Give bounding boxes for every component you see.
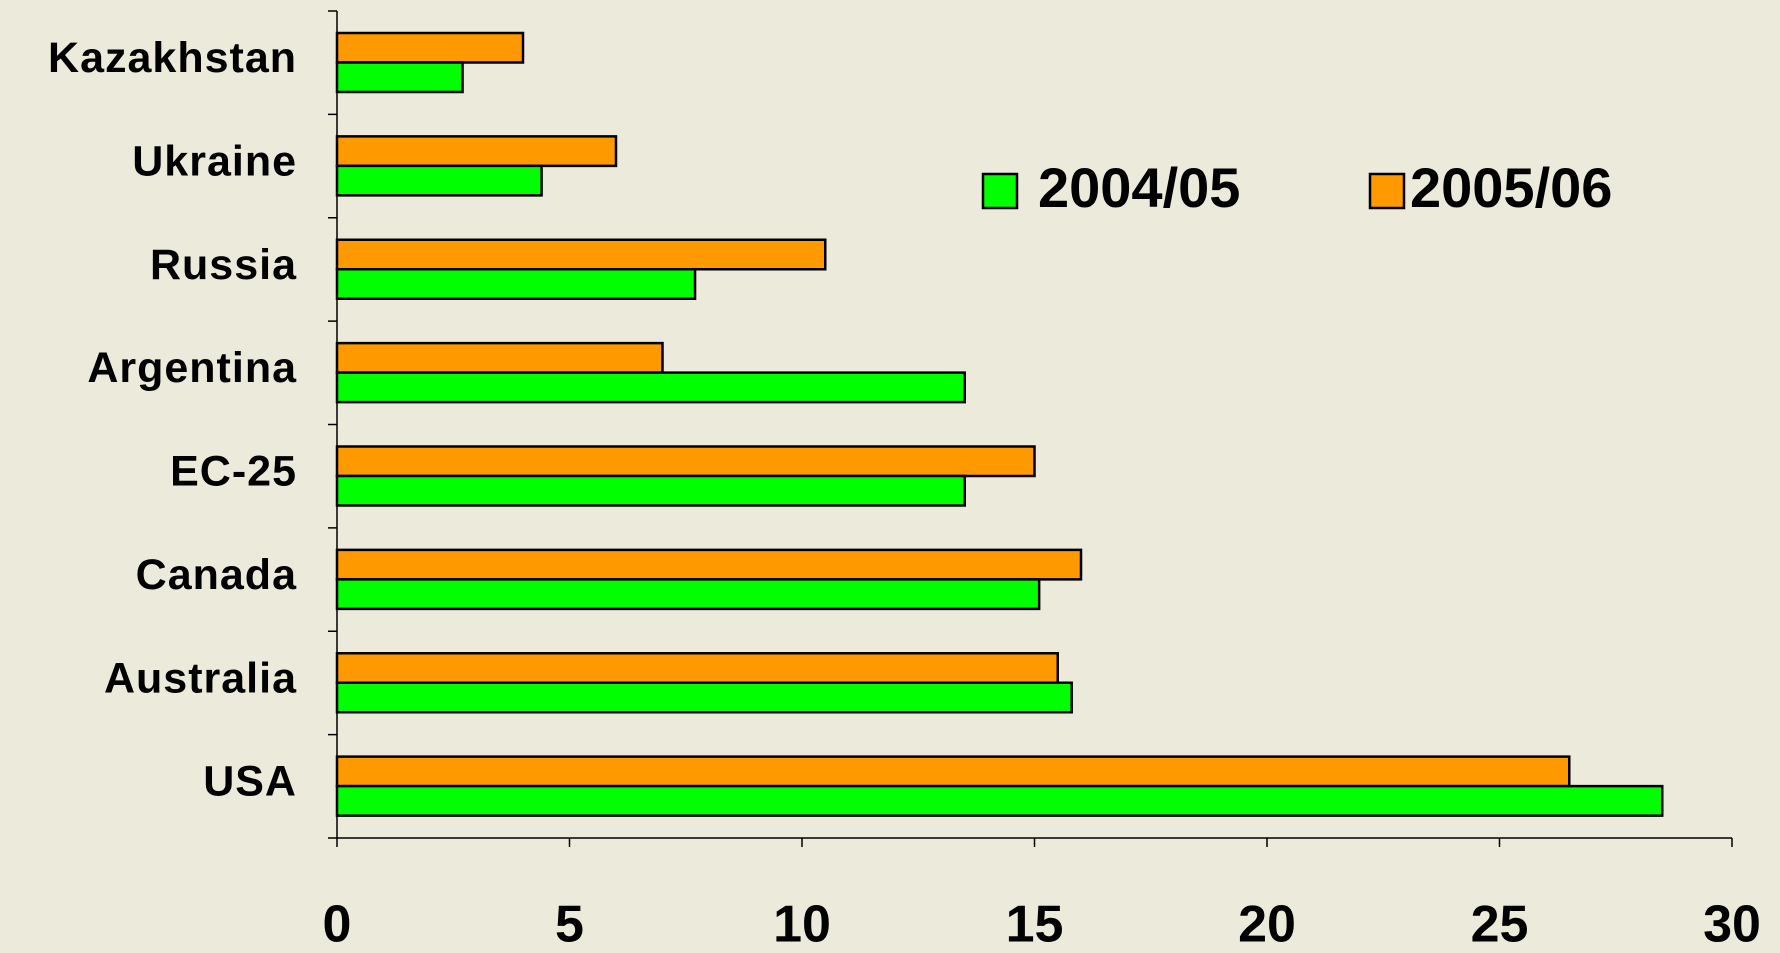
y-tick-label: Ukraine [132,137,297,185]
legend-label: 2004/05 [1038,156,1240,219]
x-tick-label: 0 [323,896,352,953]
bar [335,652,1059,684]
x-tick-label: 25 [1471,896,1529,953]
bar [335,578,1041,611]
y-tick-label: Australia [104,654,297,702]
bar [335,371,966,404]
y-tick-label: Kazakhstan [48,34,297,82]
bar [335,31,525,64]
x-tick-label: 20 [1238,896,1296,953]
y-tick-label: EC-25 [170,448,297,496]
bar [335,681,1073,714]
legend-swatch [981,172,1019,210]
bar [335,341,664,374]
bar [335,238,827,271]
bar [335,548,1083,581]
bar [335,474,966,507]
bar [335,164,543,197]
y-tick-label: Russia [150,241,297,289]
x-tick-label: 10 [773,896,831,953]
bar [335,61,464,94]
legend-label: 2005/06 [1410,156,1612,219]
y-tick-label: Canada [136,551,297,599]
bar [335,268,697,300]
bar [335,755,1571,788]
y-tick-label: Argentina [87,344,297,392]
x-tick-label: 30 [1703,896,1761,953]
legend-swatch [1368,172,1406,210]
bar [335,445,1036,478]
x-tick-label: 15 [1006,896,1064,953]
y-tick-label: USA [203,758,297,806]
x-tick-label: 5 [555,896,584,953]
bar [335,135,618,168]
bar [335,784,1664,817]
